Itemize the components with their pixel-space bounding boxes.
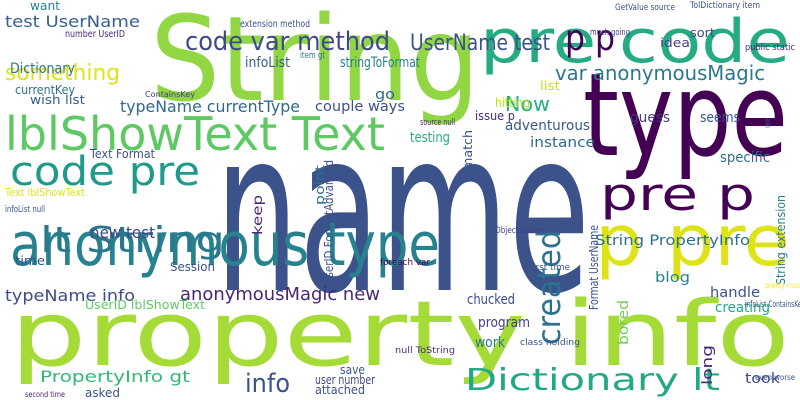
word: GetValue source: [615, 3, 675, 13]
word: chucked: [467, 292, 515, 308]
word: Dictionary: [10, 61, 75, 77]
word: Object source: [495, 226, 545, 236]
word: first time: [530, 263, 570, 273]
word: test UserName: [5, 12, 140, 31]
word: String PropertyInfo: [595, 233, 750, 249]
word: info: [245, 369, 290, 399]
word: Session: [170, 260, 215, 274]
word: property info: [10, 282, 790, 387]
word: public static: [745, 43, 795, 53]
word: null ToString: [395, 346, 455, 356]
word: extension method: [240, 19, 310, 30]
word: typeName currentType: [120, 97, 300, 116]
word: asked: [85, 386, 120, 400]
word: idea: [660, 36, 690, 50]
word: took: [745, 371, 781, 387]
word: testing: [410, 130, 450, 146]
word: something: [5, 61, 120, 86]
word: bored: [616, 300, 632, 345]
word: p pre: [595, 200, 790, 282]
word: p p: [565, 18, 615, 59]
word: sort: [690, 26, 715, 40]
word: user number: [315, 373, 375, 387]
word: infoList null: [5, 205, 45, 215]
word: TolDictionary item: [689, 1, 760, 11]
word: anonymousMagic new: [180, 284, 380, 305]
word: creating: [715, 300, 770, 316]
word: String: [150, 0, 480, 128]
word: second time: [25, 390, 65, 399]
word: adventurous: [505, 118, 590, 134]
word: time: [15, 254, 45, 268]
word: Text lblShowText: [4, 186, 85, 199]
word: infoList ContainsKey: [745, 300, 800, 310]
word: code pre: [10, 149, 200, 195]
word: long: [700, 345, 716, 385]
word: even worse: [755, 373, 795, 382]
word: ContainsKey: [145, 90, 195, 99]
word: hitting: [495, 96, 530, 110]
word: new test: [90, 223, 155, 242]
word: match: [461, 130, 475, 170]
word: guess: [630, 110, 670, 126]
word: type: [583, 49, 788, 183]
word: work: [475, 335, 506, 351]
word: pre p: [600, 168, 755, 221]
word: go: [375, 87, 395, 103]
word: Format UserName: [587, 225, 601, 310]
word: number UserID: [65, 29, 125, 40]
word: couple ways: [315, 99, 405, 115]
word: Text Format: [89, 147, 155, 161]
word: UserID FormatAdvanced: [322, 160, 336, 285]
word: save: [340, 363, 365, 377]
word: pre code: [480, 7, 790, 77]
word: keep: [251, 195, 266, 235]
word: lblShowText Text: [5, 107, 385, 161]
word: seems: [700, 110, 740, 126]
word: PropertyInfo gt: [40, 367, 190, 386]
word: Dictionary lt: [465, 363, 720, 398]
word: class holding: [520, 338, 580, 348]
word: var anonymousMagic: [555, 61, 765, 85]
word: infoList: [245, 55, 290, 71]
word: Now: [505, 92, 550, 116]
word: lt String: [40, 220, 225, 261]
word: anonymous type: [10, 210, 440, 280]
word: point: [313, 165, 327, 205]
word: program: [478, 315, 530, 331]
word: blog: [655, 270, 690, 286]
word: code var method: [185, 27, 390, 57]
word: attached: [315, 383, 365, 397]
word: typeName info: [5, 286, 135, 305]
word: foreach var: [380, 258, 430, 268]
word: issue p: [475, 109, 515, 123]
word: String extension: [774, 195, 788, 285]
word: item gt: [300, 51, 325, 61]
word: specific: [720, 150, 770, 166]
word: want: [30, 0, 60, 13]
word: handle: [710, 285, 760, 301]
word: list: [540, 79, 560, 93]
word: replacement property: [763, 118, 772, 128]
word: UserName test: [410, 31, 550, 56]
word: source null: [420, 118, 455, 128]
word: instance: [530, 135, 595, 151]
word: UserID lblShowText: [85, 298, 205, 312]
word: name: [215, 82, 590, 344]
word: created: [530, 230, 568, 345]
word: currentKey: [15, 83, 75, 97]
word: pretty much: [765, 281, 800, 290]
word: stringToFormat: [340, 55, 420, 71]
word: much going: [590, 28, 630, 38]
word: wish list: [30, 93, 85, 107]
